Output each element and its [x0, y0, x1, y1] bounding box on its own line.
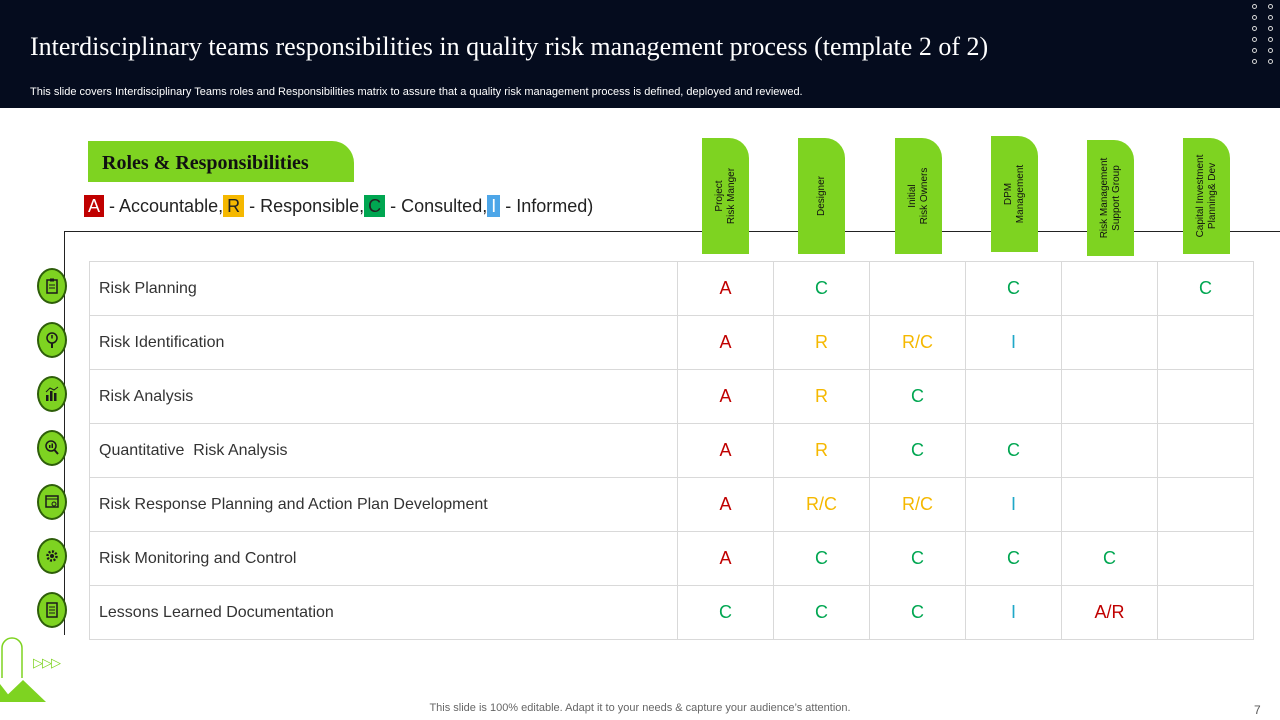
header-band: Interdisciplinary teams responsibilities… [0, 0, 1280, 108]
matrix-cell: C [677, 585, 774, 640]
matrix-cell: A [677, 261, 774, 316]
matrix-cell: C [773, 261, 870, 316]
magnifier-alert-icon [37, 322, 67, 358]
document-icon [37, 592, 67, 628]
matrix-cell [1061, 315, 1158, 370]
roles-heading-tab: Roles & Responsibilities [88, 141, 354, 182]
footer-note: This slide is 100% editable. Adapt it to… [429, 702, 851, 714]
table-row: Risk Monitoring and Control A C C C C [89, 531, 1254, 586]
matrix-cell: C [965, 423, 1062, 478]
activity-name: Risk Analysis [89, 369, 678, 424]
column-header-capital-investment: Capital Investment Planning& Dev [1183, 138, 1230, 254]
matrix-cell: C [1157, 261, 1254, 316]
matrix-cell: I [965, 315, 1062, 370]
search-chart-icon [37, 430, 67, 466]
activity-name: Quantitative Risk Analysis [89, 423, 678, 478]
column-header-label: Designer [815, 175, 827, 217]
matrix-cell: R [773, 423, 870, 478]
column-header-label: Project Risk Manger [713, 167, 737, 225]
matrix-cell [965, 369, 1062, 424]
column-header-initial-risk-owners: Initial Risk Owners [895, 138, 942, 254]
matrix-cell: R/C [773, 477, 870, 532]
matrix-cell [1157, 531, 1254, 586]
matrix-cell: A/R [1061, 585, 1158, 640]
legend-responsible-badge: R [223, 195, 245, 217]
arrow-decoration: ▷▷▷ [33, 655, 61, 670]
matrix-cell: C [869, 423, 966, 478]
matrix-cell [1157, 477, 1254, 532]
left-divider [64, 231, 65, 635]
activity-name: Risk Monitoring and Control [89, 531, 678, 586]
activity-name: Risk Planning [89, 261, 678, 316]
legend-informed-badge: I [487, 195, 501, 217]
table-row: Quantitative Risk Analysis A R C C [89, 423, 1254, 478]
table-row: Risk Planning A C C C [89, 261, 1254, 316]
matrix-cell: C [869, 369, 966, 424]
activity-name: Risk Identification [89, 315, 678, 370]
matrix-cell: R/C [869, 477, 966, 532]
legend-accountable-badge: A [84, 195, 105, 217]
matrix-cell [869, 261, 966, 316]
matrix-cell: R [773, 369, 870, 424]
matrix-cell: R/C [869, 315, 966, 370]
chart-analysis-icon [37, 376, 67, 412]
legend-consulted-text: - Consulted, [385, 195, 488, 216]
matrix-cell: A [677, 423, 774, 478]
matrix-cell: A [677, 369, 774, 424]
browser-gear-icon [37, 484, 67, 520]
slide-subtitle: This slide covers Interdisciplinary Team… [30, 86, 803, 98]
matrix-cell: C [869, 585, 966, 640]
matrix-cell: C [1061, 531, 1158, 586]
matrix-cell [1157, 369, 1254, 424]
page-number: 7 [1254, 703, 1261, 717]
matrix-cell: I [965, 477, 1062, 532]
column-header-label: Capital Investment Planning& Dev [1194, 154, 1218, 238]
matrix-cell: C [965, 531, 1062, 586]
table-row: Risk Analysis A R C [89, 369, 1254, 424]
gear-icon [37, 538, 67, 574]
legend-responsible-text: - Responsible, [244, 195, 365, 216]
matrix-cell [1157, 315, 1254, 370]
column-header-label: Risk Management Support Group [1098, 157, 1122, 239]
matrix-cell [1157, 423, 1254, 478]
column-header-risk-management-support-group: Risk Management Support Group [1087, 140, 1134, 256]
matrix-cell: A [677, 531, 774, 586]
legend: A - Accountable, R - Responsible, C - Co… [84, 194, 593, 218]
matrix-cell [1061, 369, 1158, 424]
matrix-cell [1157, 585, 1254, 640]
column-header-label: Initial Risk Owners [906, 167, 930, 225]
legend-consulted-badge: C [364, 195, 386, 217]
matrix-cell: A [677, 477, 774, 532]
responsibility-matrix: Risk Planning A C C C Risk Identificatio… [89, 261, 1254, 640]
matrix-cell [1061, 423, 1158, 478]
matrix-cell: I [965, 585, 1062, 640]
matrix-cell: A [677, 315, 774, 370]
column-header-designer: Designer [798, 138, 845, 254]
roles-heading: Roles & Responsibilities [102, 152, 309, 174]
column-header-dpm-management: DPM Management [991, 136, 1038, 252]
table-row: Lessons Learned Documentation C C C I A/… [89, 585, 1254, 640]
matrix-cell [1061, 477, 1158, 532]
table-row: Risk Identification A R R/C I [89, 315, 1254, 370]
table-row: Risk Response Planning and Action Plan D… [89, 477, 1254, 532]
matrix-cell: C [869, 531, 966, 586]
matrix-cell [1061, 261, 1158, 316]
corner-decoration [0, 637, 46, 702]
matrix-cell: R [773, 315, 870, 370]
clipboard-icon [37, 268, 67, 304]
legend-accountable-text: - Accountable, [104, 195, 224, 216]
matrix-cell: C [965, 261, 1062, 316]
activity-name: Lessons Learned Documentation [89, 585, 678, 640]
column-header-project-risk-manager: Project Risk Manger [702, 138, 749, 254]
column-header-label: DPM Management [1002, 164, 1026, 224]
matrix-cell: C [773, 585, 870, 640]
activity-name: Risk Response Planning and Action Plan D… [89, 477, 678, 532]
matrix-cell: C [773, 531, 870, 586]
legend-informed-text: - Informed) [500, 195, 594, 216]
header-divider [64, 231, 1280, 232]
slide-title: Interdisciplinary teams responsibilities… [30, 32, 989, 61]
dots-decoration [1252, 4, 1276, 66]
